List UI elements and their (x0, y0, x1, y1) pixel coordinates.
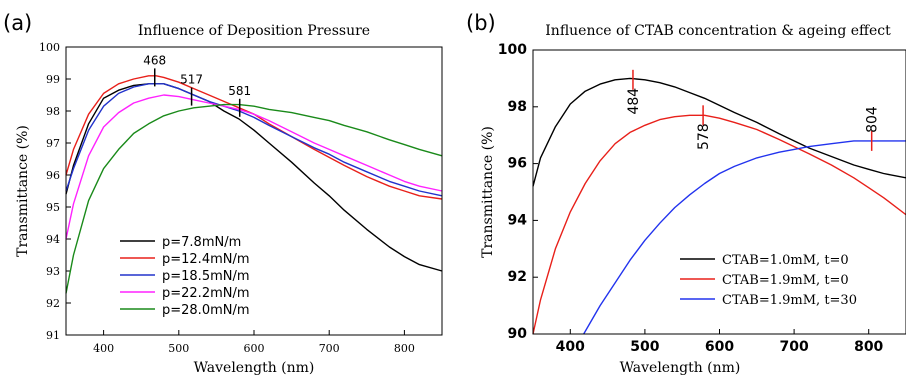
panel-a-series-line-3 (65, 94, 443, 240)
panel-b-annotations: 484 578 804 (626, 69, 881, 151)
panel-b-legend-label: CTAB=1.9mM, t=0 (722, 273, 849, 288)
panel-b-legend: CTAB=1.0mM, t=0 CTAB=1.9mM, t=0 CTAB=1.9mM… (680, 253, 857, 308)
panel-b-ticks: 400 500 600 700 800 90 92 94 96 98 100 (498, 42, 884, 355)
panel-b-x-tick-label: 500 (630, 339, 659, 355)
panel-a-annotation-label: 517 (180, 73, 203, 87)
panel-a-legend-label: p=7.8mN/m (162, 235, 241, 250)
panel-b-label: (b) (466, 11, 496, 35)
panel-a-y-tick-label: 99 (46, 73, 60, 86)
panel-a-legend-label: p=12.4mN/m (162, 252, 250, 267)
panel-b-x-tick-label: 800 (854, 339, 883, 355)
panel-b-chart: (b) Influence of CTAB concentration & ag… (466, 11, 906, 376)
panel-b-x-axis-label: Wavelength (nm) (620, 360, 741, 376)
panel-a-y-tick-label: 95 (46, 201, 60, 214)
panel-a-x-tick-label: 800 (394, 342, 415, 355)
panel-a-chart: (a) Influence of Deposition Pressure Wav… (3, 11, 443, 376)
panel-a-series (65, 75, 443, 294)
panel-a-y-tick-label: 98 (46, 105, 60, 118)
panel-a-y-tick-label: 100 (39, 41, 60, 54)
panel-a-y-tick-label: 94 (46, 233, 60, 246)
panel-b-y-tick-label: 96 (508, 156, 527, 172)
panel-b-series-line-0 (532, 77, 906, 187)
panel-b-x-tick-label: 700 (779, 339, 808, 355)
panel-a-y-tick-label: 93 (46, 265, 60, 278)
panel-a-y-tick-label: 92 (46, 297, 60, 310)
panel-b-plot-frame (532, 49, 906, 335)
panel-a-y-tick-label: 91 (46, 329, 60, 342)
panel-a-ticks: 400 500 600 700 800 91 92 93 94 95 96 97 98 99 100 (39, 41, 415, 355)
panel-a-label: (a) (3, 11, 32, 35)
panel-b-annotation-label: 484 (626, 88, 642, 115)
panel-a-annotation-label: 581 (228, 84, 251, 98)
panel-a-legend-label: p=22.2mN/m (162, 286, 250, 301)
panel-a-legend: p=7.8mN/m p=12.4mN/m p=18.5mN/m p=22.2mN/m p… (120, 235, 250, 318)
panel-a-legend-label: p=18.5mN/m (162, 269, 250, 284)
panel-a-plot-frame (65, 46, 443, 336)
panel-b-y-tick-label: 100 (498, 42, 527, 58)
panel-a-y-tick-label: 96 (46, 169, 60, 182)
panel-b-x-tick-label: 600 (705, 339, 734, 355)
panel-b-y-tick-label: 94 (508, 212, 528, 228)
panel-a-x-tick-label: 400 (93, 342, 114, 355)
panel-a-series-line-0 (65, 83, 443, 272)
panel-b-legend-label: CTAB=1.9mM, t=30 (722, 293, 857, 308)
panel-a-x-axis-label: Wavelength (nm) (194, 360, 315, 376)
panel-b-series (532, 77, 906, 335)
panel-b-x-tick-label: 400 (556, 339, 585, 355)
panel-b-series-line-2 (583, 140, 906, 335)
panel-a-y-tick-label: 97 (46, 137, 60, 150)
panel-a-legend-label: p=28.0mN/m (162, 303, 250, 318)
panel-b-y-tick-label: 98 (508, 99, 527, 115)
panel-a-annotation-label: 468 (143, 53, 166, 67)
panel-a-series-line-2 (65, 83, 443, 197)
panel-b-y-tick-label: 92 (508, 269, 527, 285)
panel-a-y-axis-label: Transmittance (%) (15, 125, 31, 257)
panel-b-series-line-1 (532, 114, 906, 335)
panel-b-y-tick-label: 90 (508, 326, 528, 342)
panel-b-annotation-label: 804 (865, 106, 881, 133)
panel-b-y-axis-label: Transmittance (%) (480, 126, 496, 258)
panel-a-x-tick-label: 700 (319, 342, 340, 355)
panel-b-title: Influence of CTAB concentration & ageing… (545, 23, 891, 39)
panel-a-series-line-4 (65, 103, 443, 294)
panel-a-x-tick-label: 500 (168, 342, 189, 355)
panel-b-legend-label: CTAB=1.0mM, t=0 (722, 253, 849, 268)
panel-a-annotations: 468 517 581 (143, 53, 251, 117)
panel-b-annotation-label: 578 (696, 123, 712, 150)
panel-a-series-line-1 (65, 75, 443, 200)
panel-a-title: Influence of Deposition Pressure (138, 23, 370, 39)
panel-a-x-tick-label: 600 (244, 342, 265, 355)
